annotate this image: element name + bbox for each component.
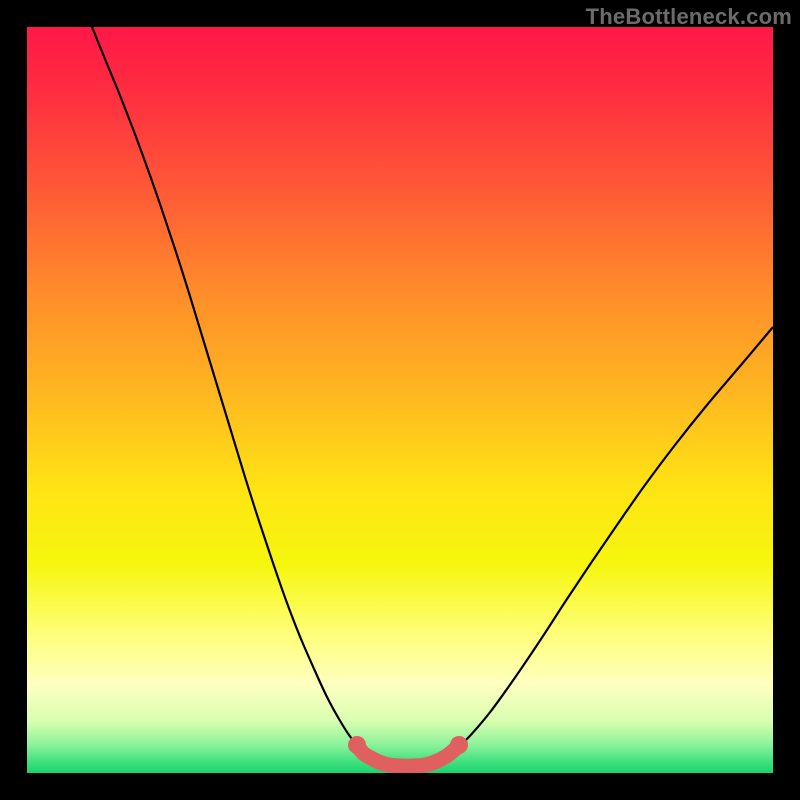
plot-area [27, 27, 773, 773]
highlight-dot [450, 736, 468, 754]
gradient-background [27, 27, 773, 773]
plot-svg [27, 27, 773, 773]
chart-frame: TheBottleneck.com [0, 0, 800, 800]
highlight-dot [348, 736, 366, 754]
watermark-text: TheBottleneck.com [586, 4, 792, 30]
